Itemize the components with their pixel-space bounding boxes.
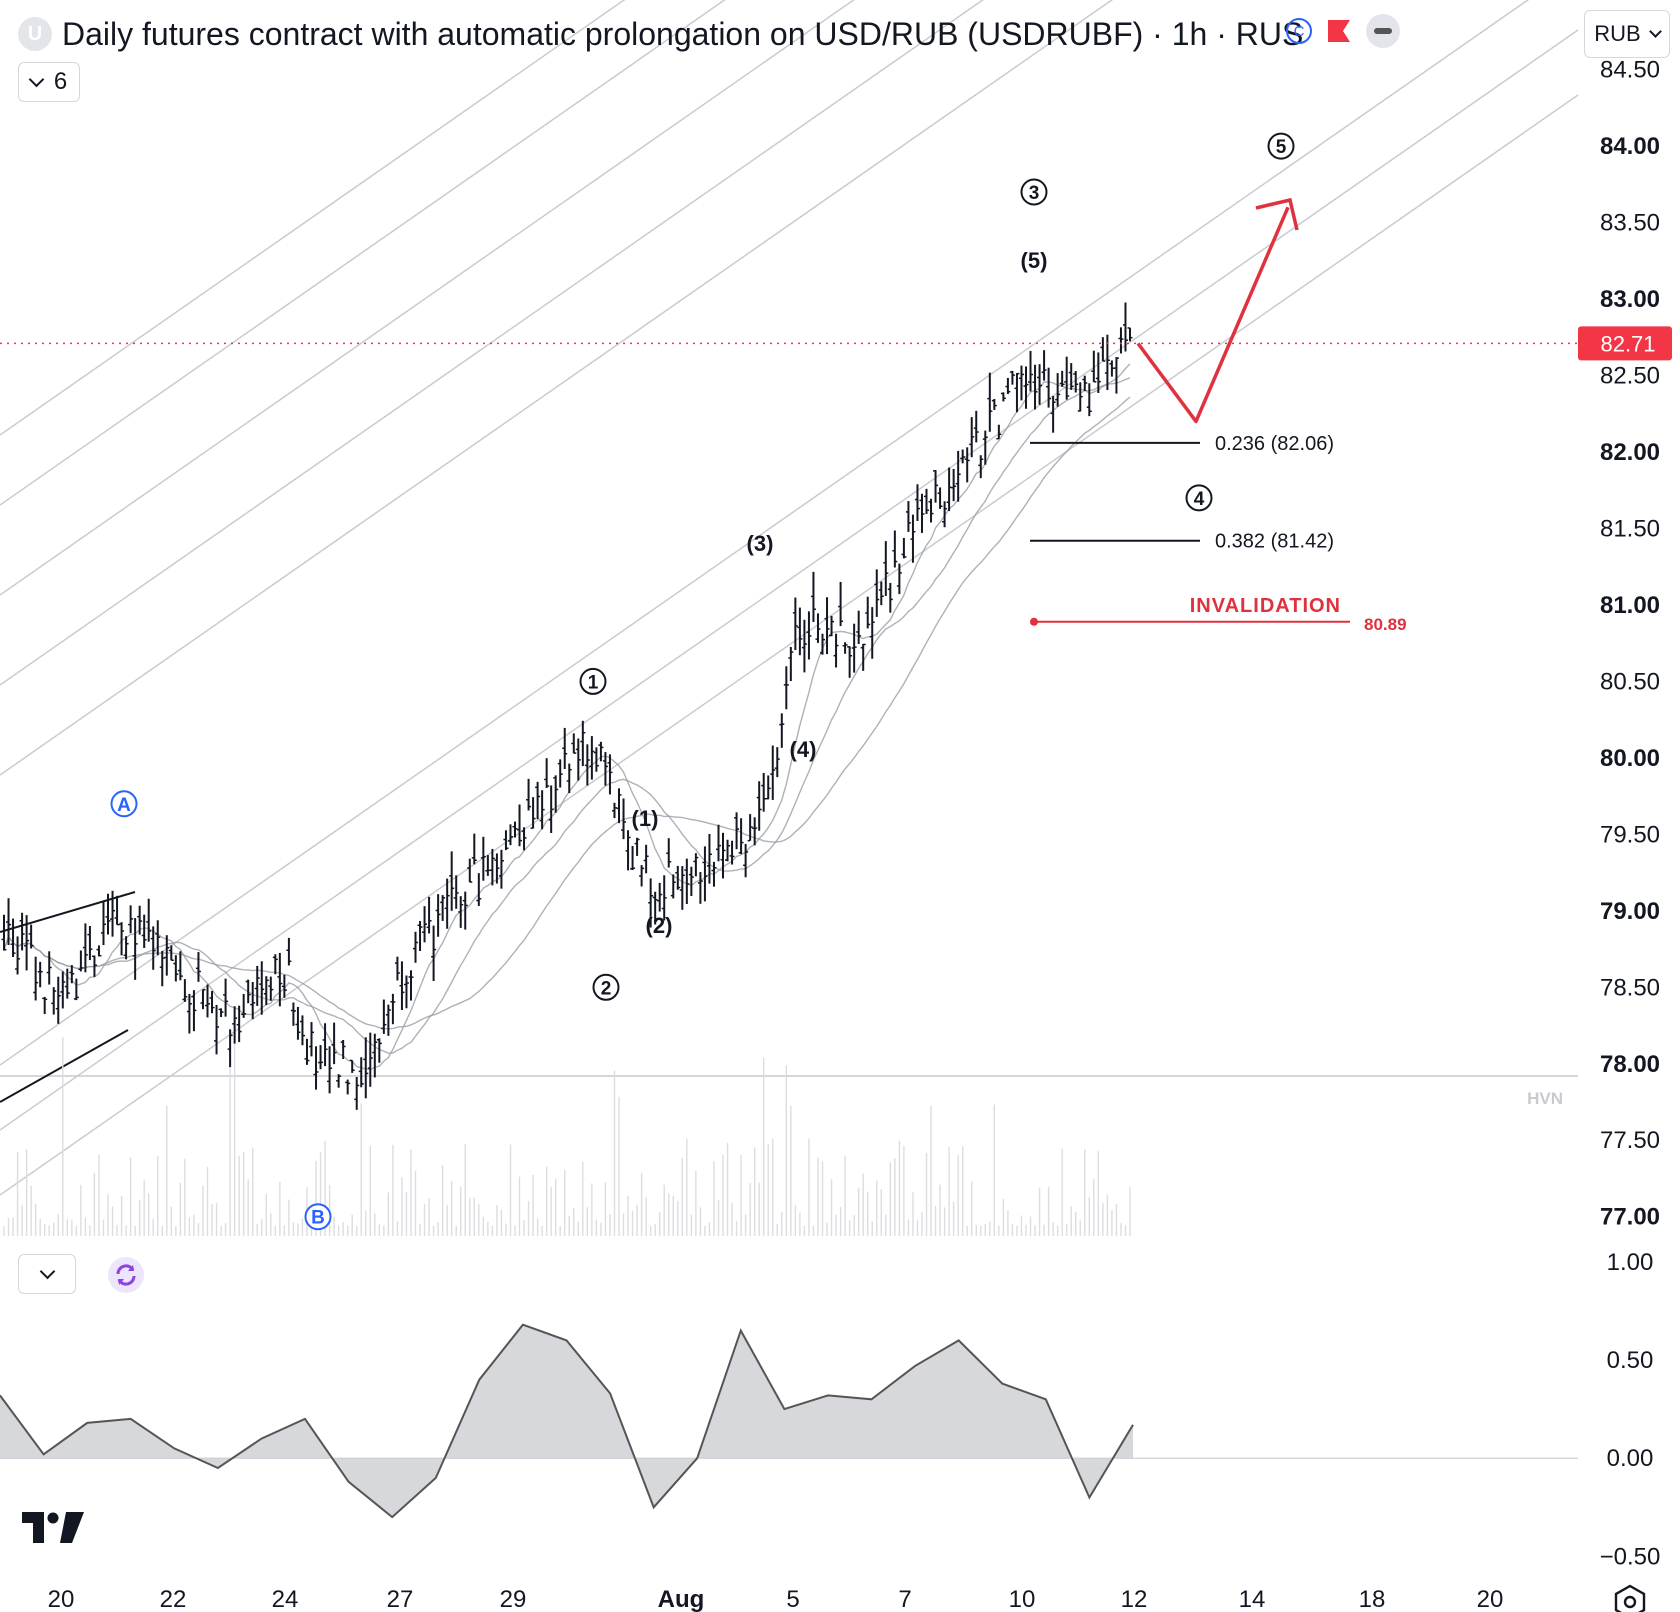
invalidation-dot (1030, 617, 1038, 626)
y-axis-tick: 84.50 (1600, 57, 1660, 84)
y-axis-tick: 81.00 (1600, 592, 1660, 619)
x-axis-tick: 7 (898, 1586, 911, 1612)
tradingview-logo-icon[interactable] (22, 1512, 86, 1544)
x-axis-tick: 22 (160, 1586, 187, 1612)
indicators-toggle-button[interactable]: 6 (18, 62, 80, 102)
hvn-label: HVN (1527, 1089, 1563, 1108)
y-axis-tick: 78.50 (1600, 974, 1660, 1001)
wave-circle (1185, 484, 1213, 512)
symbol-logo[interactable]: U (18, 17, 52, 51)
fib-label-2: 0.382 (81.42) (1215, 531, 1334, 553)
osc-y-axis-tick: −0.50 (1600, 1543, 1661, 1570)
chart-title: Daily futures contract with automatic pr… (62, 15, 1304, 52)
y-axis-tick: 82.00 (1600, 439, 1660, 466)
wave-label: 4 (1194, 489, 1205, 510)
wave-label: (5) (1021, 248, 1048, 273)
x-axis-tick: 10 (1009, 1586, 1036, 1612)
flag-icon[interactable] (1326, 18, 1352, 44)
wave-label: A (117, 795, 131, 816)
sync-button[interactable] (108, 1257, 144, 1293)
y-axis-tick: 82.50 (1600, 363, 1660, 390)
wave-circle (579, 667, 607, 695)
projection-arrowhead (1255, 197, 1299, 231)
channel-line-2 (0, 29, 1579, 1131)
y-axis-tick: 81.50 (1600, 515, 1660, 542)
pane-collapse-button[interactable] (18, 1254, 76, 1294)
wave-circle (592, 973, 620, 1001)
chart-header: U Daily futures contract with automatic … (18, 12, 1303, 56)
y-axis-tick: 83.00 (1600, 286, 1660, 313)
wave-circle (304, 1203, 332, 1231)
y-axis-tick: 80.00 (1600, 745, 1660, 772)
x-axis-tick: 24 (272, 1586, 299, 1612)
projection-path (1136, 206, 1290, 424)
y-axis-tick: 80.50 (1600, 668, 1660, 695)
wave-label: 1 (588, 672, 599, 693)
wave-circle (1267, 132, 1295, 160)
x-axis-tick: 20 (48, 1586, 75, 1612)
last-price-tag (1578, 326, 1672, 361)
moving-average-3 (3, 396, 1131, 1030)
wave-label: (3) (747, 531, 774, 556)
wave-label: (1) (632, 806, 659, 831)
indicators-count: 6 (53, 68, 68, 95)
osc-y-axis-tick: 0.00 (1607, 1445, 1654, 1472)
x-axis-tick: 20 (1477, 1586, 1504, 1612)
osc-y-axis-tick: 0.50 (1607, 1347, 1654, 1374)
y-axis-tick: 78.00 (1600, 1051, 1660, 1078)
x-axis-tick: 5 (786, 1586, 799, 1612)
x-axis-tick: 18 (1359, 1586, 1386, 1612)
channel-line-4 (0, 0, 1114, 776)
settings-icon[interactable] (1610, 1584, 1650, 1612)
oscillator-line (0, 1323, 1134, 1519)
wave-label: 2 (601, 978, 612, 999)
invalidation-label: INVALIDATION (1190, 595, 1341, 617)
wave-circle (1020, 178, 1048, 206)
currency-select[interactable]: RUB (1584, 10, 1670, 58)
header-icons: C (1286, 14, 1400, 48)
y-axis-tick: 77.50 (1600, 1127, 1660, 1154)
wave-label: 5 (1276, 137, 1287, 158)
x-axis-tick: 14 (1239, 1586, 1266, 1612)
moving-average-1 (3, 363, 1131, 1071)
chevron-down-icon (39, 1263, 55, 1279)
last-price-label: 82.71 (1600, 331, 1655, 356)
channel-line-3 (0, 0, 1530, 1066)
chevron-down-icon (28, 71, 45, 87)
wedge-upper-line (0, 891, 136, 933)
channel-line-5 (0, 0, 984, 686)
wave-circle (110, 790, 138, 818)
invalidation-value: 80.89 (1364, 615, 1407, 634)
osc-y-axis-tick: 1.00 (1607, 1249, 1654, 1276)
fib-label-1: 0.236 (82.06) (1215, 433, 1334, 455)
oscillator-area (0, 1324, 1133, 1518)
x-axis-tick: 12 (1121, 1586, 1148, 1612)
currency-c-icon[interactable]: C (1286, 18, 1312, 44)
wave-label: 3 (1029, 183, 1040, 204)
moving-average-2 (3, 377, 1131, 1055)
y-axis-tick: 79.50 (1600, 821, 1660, 848)
y-axis-tick: 84.00 (1600, 133, 1660, 160)
channel-line-7 (0, 0, 726, 506)
wave-label: (4) (790, 737, 817, 762)
x-axis-tick: 27 (387, 1586, 414, 1612)
currency-label: RUB (1594, 21, 1641, 46)
sync-icon (116, 1264, 136, 1286)
wave-label: (2) (646, 913, 673, 938)
chevron-down-icon (1648, 24, 1662, 38)
x-axis-tick: Aug (658, 1586, 705, 1612)
channel-line-8 (0, 0, 626, 436)
wedge-lower-line (0, 1029, 129, 1103)
channel-line-6 (0, 0, 855, 596)
x-axis-tick: 29 (500, 1586, 527, 1612)
y-axis-tick: 83.50 (1600, 210, 1660, 237)
wave-label: B (311, 1208, 325, 1229)
minus-pill-icon[interactable] (1366, 14, 1400, 48)
y-axis-tick: 79.00 (1600, 898, 1660, 925)
y-axis-tick: 77.00 (1600, 1204, 1660, 1231)
channel-line-1 (0, 94, 1579, 1196)
